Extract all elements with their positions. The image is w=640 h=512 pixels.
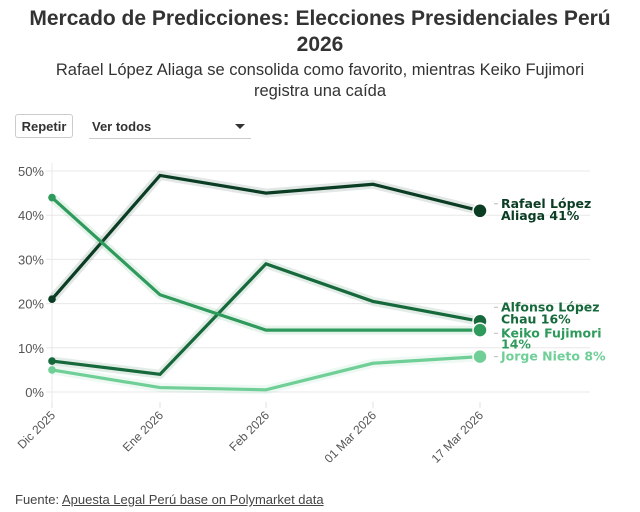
series-label: Jorge Nieto 8%: [500, 349, 606, 364]
series-label: 14%: [501, 336, 531, 351]
y-tick-label: 10%: [18, 341, 44, 356]
series-end-point[interactable]: [472, 322, 488, 338]
series-start-point: [48, 193, 56, 202]
chart-title-line1: Mercado de Predicciones: Elecciones Pres…: [29, 7, 611, 30]
x-tick-label: 01 Mar 2026: [322, 408, 380, 466]
source-link[interactable]: Apuesta Legal Perú base on Polymarket da…: [61, 492, 324, 507]
y-tick-label: 0%: [25, 385, 44, 400]
grid-lines: [46, 163, 590, 406]
line-chart: 0% 10% 20% 30% 40% 50% Dic 2025 Ene 2026 Feb 20…: [15, 163, 606, 466]
y-tick-label: 20%: [18, 297, 44, 312]
chart-title-line2: 2026: [296, 33, 344, 56]
x-axis: Dic 2025 Ene 2026 Feb 2026 01 Mar 2026 17 Ma…: [15, 402, 487, 466]
series-label: Keiko Fujimori: [501, 325, 602, 340]
series-end-point[interactable]: [472, 203, 488, 219]
series-line: [50, 196, 480, 332]
series-label: Chau 16%: [501, 311, 571, 326]
x-tick-label: 17 Mar 2026: [429, 408, 487, 466]
series-start-point: [48, 366, 56, 374]
series-label: Rafael López: [501, 196, 591, 211]
series-line: [50, 173, 481, 301]
x-tick-label: Feb 2026: [226, 408, 272, 454]
y-tick-label: 50%: [18, 164, 44, 179]
y-axis: 0% 10% 20% 30% 40% 50%: [18, 164, 44, 400]
source-prefix: Fuente:: [15, 492, 62, 507]
replay-button[interactable]: Repetir: [15, 114, 73, 138]
series-start-point: [48, 357, 56, 365]
source-note: Fuente: Apuesta Legal Perú base on Polym…: [15, 492, 324, 507]
chart-title: Mercado de Predicciones: Elecciones Pres…: [0, 6, 640, 58]
series-label: Alfonso López: [501, 299, 600, 314]
chart-subtitle-line1: Rafael López Aliaga se consolida como fa…: [55, 61, 585, 79]
chart-subtitle: Rafael López Aliaga se consolida como fa…: [0, 60, 640, 102]
caret-down-icon: [235, 123, 245, 129]
series-line: [51, 355, 481, 392]
series-line: [51, 261, 481, 377]
x-tick-label: Ene 2026: [120, 408, 166, 454]
series-filter-select[interactable]: Ver todos: [89, 114, 251, 139]
series-label: Aliaga 41%: [501, 208, 580, 223]
y-tick-label: 30%: [18, 252, 44, 267]
y-tick-label: 40%: [18, 208, 44, 223]
series-lines: [48, 170, 488, 395]
chart-subtitle-line2: registra una caída: [253, 82, 387, 100]
series-filter-value: Ver todos: [92, 118, 152, 134]
series-start-point: [48, 295, 56, 303]
x-tick-label: Dic 2025: [15, 408, 59, 452]
series-end-point[interactable]: [472, 348, 488, 365]
